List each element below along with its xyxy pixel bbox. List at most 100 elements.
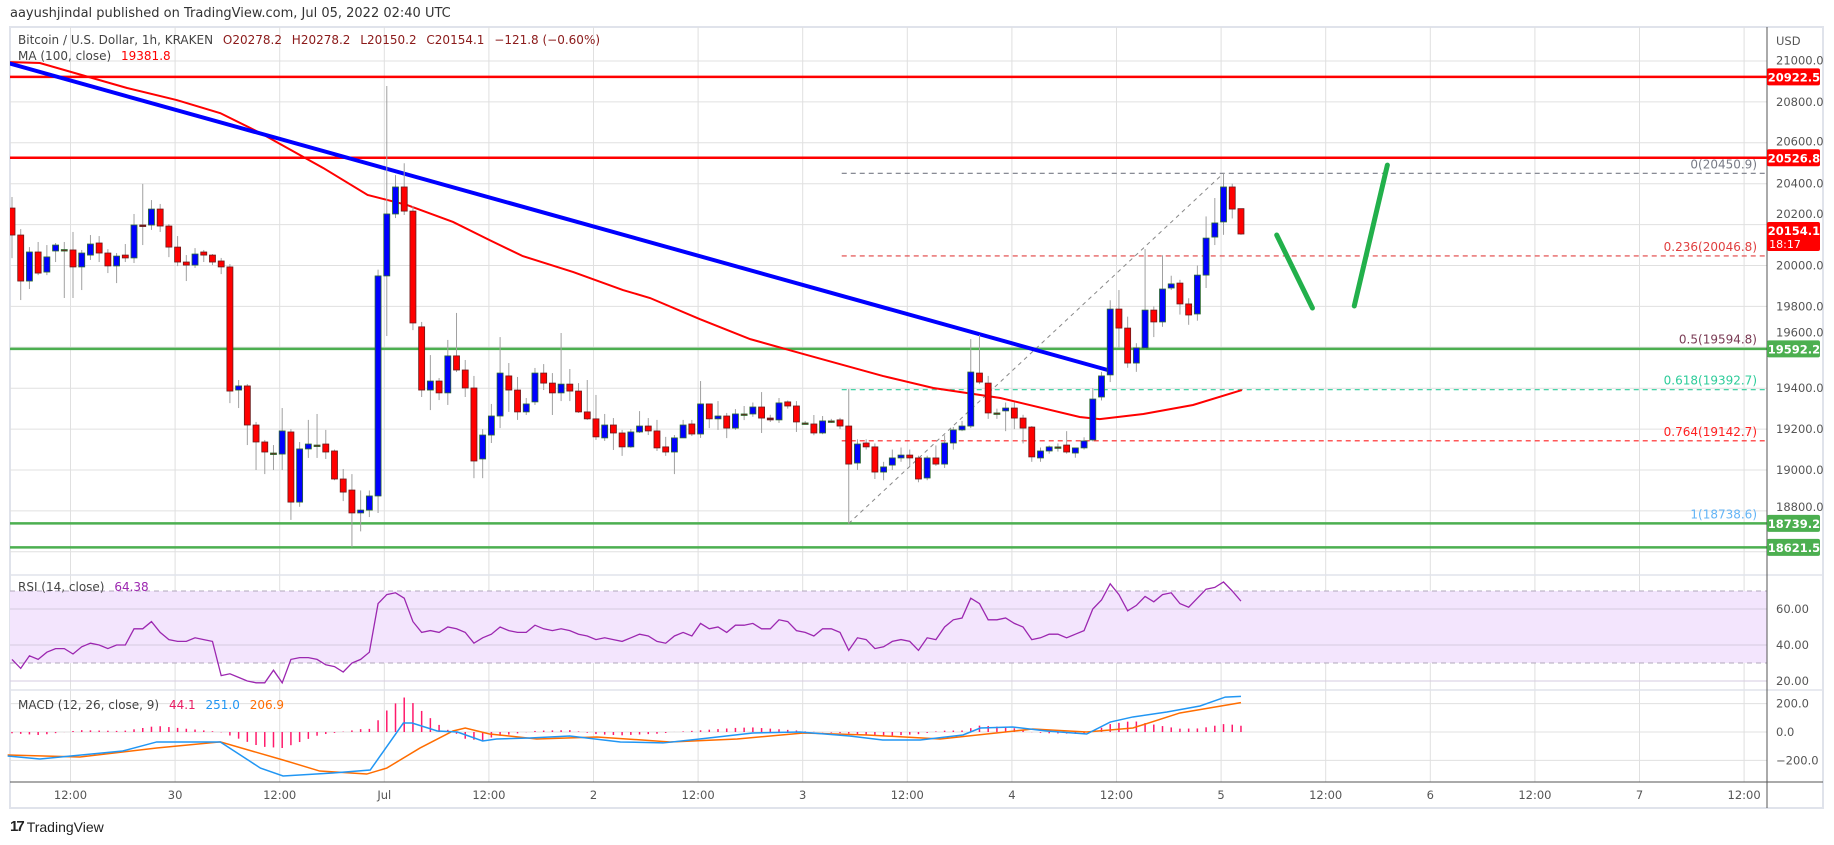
candle[interactable]: [793, 401, 800, 432]
candle[interactable]: [810, 414, 818, 436]
candle[interactable]: [104, 249, 112, 274]
candle[interactable]: [749, 402, 757, 417]
candle[interactable]: [880, 461, 887, 481]
candle[interactable]: [1228, 183, 1236, 219]
candle[interactable]: [827, 418, 835, 423]
candle[interactable]: [540, 364, 548, 391]
candle[interactable]: [156, 203, 164, 232]
candle[interactable]: [671, 435, 678, 475]
candle[interactable]: [740, 405, 748, 421]
candle[interactable]: [121, 244, 129, 263]
candle[interactable]: [182, 255, 190, 282]
candle[interactable]: [888, 449, 896, 470]
candle[interactable]: [296, 441, 304, 507]
candle[interactable]: [1141, 249, 1149, 350]
candle[interactable]: [1002, 402, 1010, 432]
candle[interactable]: [906, 449, 914, 466]
candle[interactable]: [418, 321, 426, 397]
candle[interactable]: [139, 183, 147, 246]
candle[interactable]: [348, 474, 356, 548]
candle[interactable]: [723, 412, 731, 439]
candle[interactable]: [618, 429, 626, 456]
candle[interactable]: [191, 248, 199, 268]
candle[interactable]: [487, 403, 495, 444]
bearish-trendline[interactable]: [8, 61, 1109, 372]
candle[interactable]: [1211, 198, 1219, 246]
candle[interactable]: [435, 377, 443, 401]
candle[interactable]: [958, 420, 966, 432]
candle[interactable]: [270, 445, 277, 470]
candle[interactable]: [87, 235, 94, 260]
candle[interactable]: [1080, 437, 1088, 450]
candle[interactable]: [1202, 216, 1210, 288]
tradingview-logo[interactable]: 17 TradingView: [10, 818, 104, 835]
candle[interactable]: [496, 337, 504, 429]
candle[interactable]: [252, 421, 260, 470]
candle[interactable]: [43, 245, 51, 276]
candle[interactable]: [644, 418, 652, 436]
candle[interactable]: [60, 241, 68, 299]
candle[interactable]: [967, 339, 975, 429]
candle[interactable]: [34, 241, 42, 276]
candle[interactable]: [801, 420, 809, 425]
candle[interactable]: [1098, 371, 1105, 401]
candle[interactable]: [1150, 306, 1158, 338]
candle[interactable]: [627, 429, 635, 448]
candle[interactable]: [148, 200, 155, 230]
candle[interactable]: [313, 413, 321, 458]
candle[interactable]: [322, 429, 330, 459]
candle[interactable]: [949, 427, 957, 450]
candle[interactable]: [1237, 208, 1245, 235]
candle[interactable]: [1124, 316, 1132, 368]
candle[interactable]: [9, 196, 16, 259]
candle[interactable]: [383, 85, 391, 337]
candle[interactable]: [662, 436, 670, 456]
candle[interactable]: [714, 401, 722, 430]
candle[interactable]: [1106, 300, 1114, 383]
candle[interactable]: [243, 384, 251, 446]
candle[interactable]: [209, 254, 216, 266]
candle[interactable]: [392, 175, 399, 219]
candle[interactable]: [261, 439, 269, 475]
candle[interactable]: [1054, 443, 1062, 452]
candle[interactable]: [548, 373, 556, 415]
candle[interactable]: [1193, 265, 1201, 321]
candle[interactable]: [1019, 414, 1027, 444]
candle[interactable]: [601, 413, 609, 441]
candle[interactable]: [862, 439, 870, 450]
candle[interactable]: [932, 445, 940, 466]
candle[interactable]: [784, 400, 792, 409]
candle[interactable]: [287, 429, 295, 520]
candle[interactable]: [1089, 388, 1097, 442]
candle[interactable]: [557, 332, 565, 402]
ma-legend[interactable]: MA (100, close) 19381.8: [18, 49, 177, 63]
candle[interactable]: [775, 398, 783, 423]
candle[interactable]: [461, 359, 469, 397]
candle[interactable]: [566, 368, 574, 402]
candle[interactable]: [1132, 343, 1140, 372]
candle[interactable]: [304, 419, 312, 458]
candle[interactable]: [1167, 275, 1175, 291]
candle[interactable]: [697, 381, 704, 438]
candle[interactable]: [941, 435, 949, 468]
candle[interactable]: [1176, 279, 1184, 315]
candle[interactable]: [165, 223, 173, 258]
candle[interactable]: [453, 312, 460, 373]
candle[interactable]: [113, 253, 120, 284]
candle[interactable]: [610, 418, 617, 450]
candle[interactable]: [1010, 402, 1018, 430]
candle[interactable]: [636, 411, 643, 433]
candle[interactable]: [993, 408, 1001, 419]
macd-legend[interactable]: MACD (12, 26, close, 9) 44.1 251.0 206.9: [18, 698, 290, 712]
candle[interactable]: [976, 335, 983, 385]
candle[interactable]: [854, 439, 861, 470]
price-axis[interactable]: USD 21000.0 20800.0 20600.0 20400.0 20200.0 20…: [1767, 34, 1824, 767]
projection-line[interactable]: [1351, 162, 1390, 309]
candle[interactable]: [339, 468, 347, 502]
candle[interactable]: [278, 408, 286, 470]
candle[interactable]: [732, 409, 739, 430]
candle[interactable]: [1159, 255, 1166, 327]
candle[interactable]: [174, 236, 182, 267]
candle[interactable]: [69, 231, 77, 299]
